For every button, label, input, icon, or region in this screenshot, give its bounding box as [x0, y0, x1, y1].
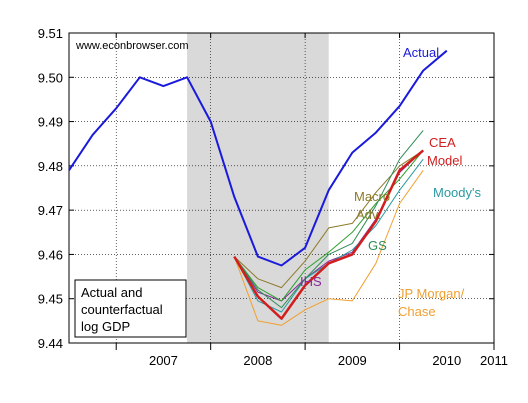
plot-frame — [68, 32, 495, 344]
x-tick-label: 2010 — [432, 353, 461, 368]
series-line — [233, 130, 424, 309]
annotation-label: Model — [427, 153, 463, 168]
y-tick-label: 9.45 — [38, 292, 63, 307]
title-box-frame — [74, 279, 187, 338]
annotation-label: IHS — [300, 274, 322, 289]
annotation-label: CEA — [429, 135, 456, 150]
x-tick-label: 2011 — [480, 353, 508, 368]
annotation-label: Chase — [398, 304, 436, 319]
annotation-label: Actual — [403, 45, 439, 60]
series-annotations: Actual CEA Model Moody's Macro Adv. GS IHS JP Mo… — [300, 45, 482, 319]
x-axis: 2007 2008 2009 2010 2011 — [115, 33, 508, 368]
y-tick-label: 9.46 — [38, 247, 63, 262]
title-line-1: Actual and — [81, 285, 142, 300]
y-tick-label: 9.48 — [38, 159, 63, 174]
annotation-label: GS — [368, 238, 387, 253]
series-line — [68, 49, 448, 267]
annotation-label: Macro — [354, 189, 390, 204]
title-box: Actual and counterfactual log GDP — [74, 279, 187, 338]
y-tick-label: 9.49 — [38, 115, 63, 130]
series-line — [233, 170, 424, 326]
y-axis: 9.44 9.45 9.46 9.47 9.48 9.49 9.50 9.51 — [38, 26, 494, 351]
y-tick-label: 9.47 — [38, 203, 63, 218]
series-line — [233, 149, 425, 320]
series-lines — [68, 49, 448, 326]
watermark: www.econbrowser.com — [75, 40, 189, 52]
x-tick-label: 2009 — [338, 353, 367, 368]
title-line-3: log GDP — [81, 319, 130, 334]
title-line-2: counterfactual — [81, 302, 163, 317]
annotation-label: Adv. — [356, 207, 381, 222]
annotation-label: JP Morgan/ — [398, 286, 465, 301]
y-tick-label: 9.51 — [38, 26, 63, 41]
y-tick-label: 9.44 — [38, 336, 63, 351]
x-tick-label: 2007 — [149, 353, 178, 368]
x-tick-label: 2008 — [243, 353, 272, 368]
annotation-label: Moody's — [433, 185, 482, 200]
y-tick-label: 9.50 — [38, 70, 63, 85]
